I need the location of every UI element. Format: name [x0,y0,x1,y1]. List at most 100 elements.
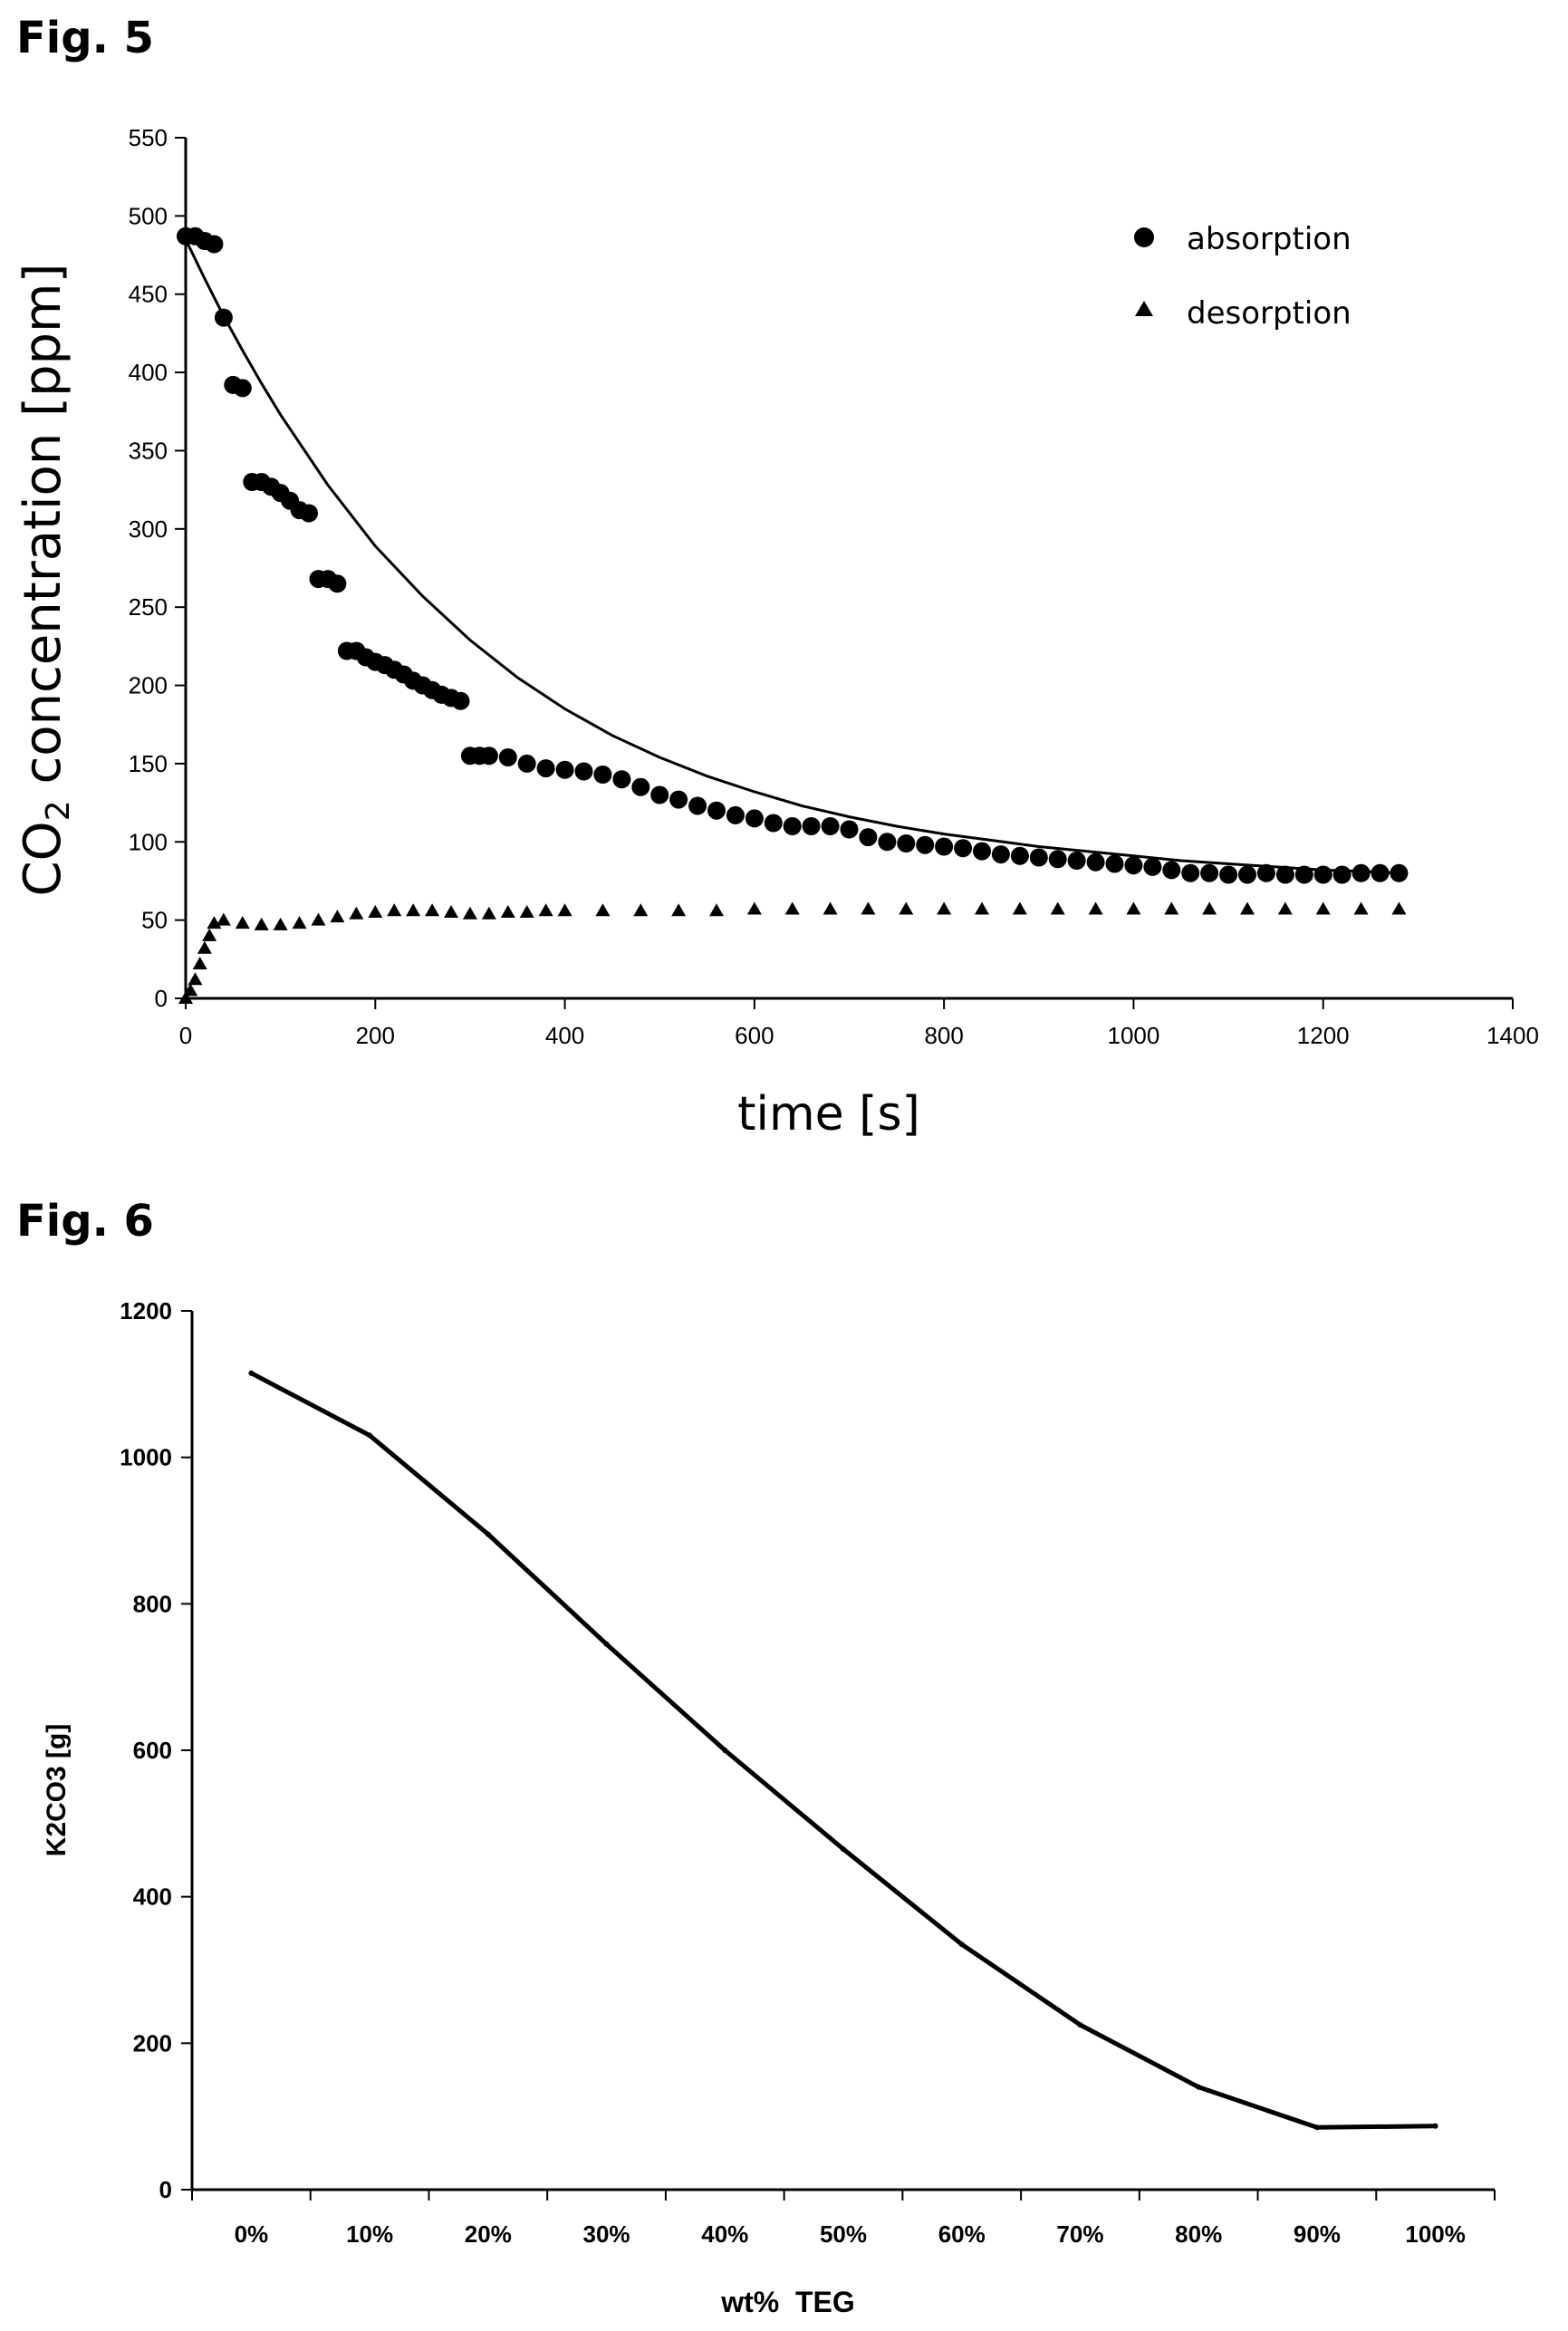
fig6-label: Fig. 6 [16,1196,154,1247]
desorption-point [861,901,876,915]
desorption-point [595,903,611,917]
absorption-point [536,759,555,778]
absorption-point [1200,863,1219,882]
fit-curve-line [184,238,1400,875]
desorption-series [178,901,1407,1004]
absorption-point [328,574,347,593]
absorption-point [1256,863,1275,882]
legend-desorption-marker [1135,301,1153,316]
absorption-point [859,828,878,847]
absorption-point [916,835,935,854]
absorption-point [1294,865,1313,884]
y-tick-label: 100 [129,828,168,855]
y-tick-label: 500 [129,202,168,229]
fig5-label: Fig. 5 [16,13,154,63]
desorption-point [1126,901,1141,915]
desorption-point [1050,901,1065,915]
desorption-point [519,905,534,918]
absorption-point [802,817,821,835]
y-tick-label: 1200 [120,1297,172,1324]
desorption-point [183,983,198,997]
absorption-point [233,379,252,398]
desorption-point [202,928,217,941]
legend-absorption-marker [1134,227,1154,247]
desorption-point [538,903,553,917]
absorption-point [1275,865,1294,884]
absorption-point [783,817,802,835]
absorption-point [1371,863,1390,882]
desorption-point [273,917,288,930]
absorption-point [821,817,840,835]
desorption-point [899,901,914,915]
y-tick-label: 300 [129,515,168,543]
x-tick-label: 20% [465,2220,512,2248]
absorption-point [726,805,745,824]
y-tick-label: 200 [133,2029,172,2056]
desorption-point [1088,901,1103,915]
absorption-point [517,754,536,773]
absorption-point [650,785,669,804]
x-tick-label: 200 [356,1022,395,1049]
absorption-point [479,746,498,766]
desorption-point [216,912,231,926]
desorption-point [406,903,421,917]
absorption-point [935,837,954,856]
legend: absorption desorption [1134,221,1352,332]
absorption-point [1105,854,1124,873]
tick-labels: 0 50 100 150 200 250 300 350 400 450 500 550 0 200 400… [129,124,1539,1049]
k2co3-point [248,1370,255,1376]
absorption-point [1162,861,1181,880]
desorption-point [1391,901,1407,915]
absorption-point [1352,863,1371,882]
desorption-point [349,906,364,920]
axes [181,1310,1496,2201]
x-axis-title: time [s] [737,1087,920,1141]
k2co3-point [1077,2022,1083,2028]
absorption-point [1010,846,1029,865]
k2co3-point [841,1846,846,1853]
x-tick-label: 0 [179,1022,192,1049]
desorption-point [330,910,345,923]
co2-concentration-chart: 0 50 100 150 200 250 300 350 400 450 500 550 0 200 400… [14,124,1539,1141]
absorption-point [688,796,707,815]
x-tick-label: 1000 [1108,1022,1160,1049]
desorption-point [1240,901,1255,915]
desorption-point [557,903,572,917]
desorption-point [425,903,440,917]
y-tick-label: 600 [133,1737,172,1764]
y-tick-label: 1000 [120,1444,172,1471]
x-tick-label: 10% [346,2220,393,2248]
k2co3-point [1313,2124,1320,2131]
y-tick-label: 350 [129,437,168,464]
absorption-point [954,839,973,858]
absorption-point [451,691,470,710]
tick-labels: 0 200 400 600 800 1000 1200 0% 10% 20% 30% 40% 50% 60… [120,1297,1466,2248]
y-tick-label: 150 [129,750,168,777]
desorption-point [368,905,383,918]
y-tick-label: 450 [129,281,168,308]
absorption-point [205,235,224,254]
desorption-point [197,940,212,954]
y-tick-label: 0 [155,985,168,1012]
legend-absorption-label: absorption [1187,221,1352,257]
y-axis-title-main: CO [14,821,72,896]
absorption-point [878,833,897,852]
desorption-point [746,901,762,915]
desorption-point [387,903,402,917]
absorption-point [1219,865,1238,884]
desorption-point [671,903,687,917]
absorption-point [745,809,764,828]
absorption-point [593,766,612,784]
x-tick-label: 600 [735,1022,774,1049]
k2co3-point [1432,2123,1438,2129]
desorption-point [784,901,800,915]
desorption-point [444,905,458,918]
y-tick-label: 0 [159,2176,172,2203]
absorption-point [707,801,726,820]
absorption-point [498,748,517,766]
y-tick-label: 800 [133,1590,172,1617]
desorption-point [1164,901,1179,915]
desorption-point [1202,901,1217,915]
y-tick-label: 400 [133,1883,172,1911]
desorption-point [235,916,250,930]
